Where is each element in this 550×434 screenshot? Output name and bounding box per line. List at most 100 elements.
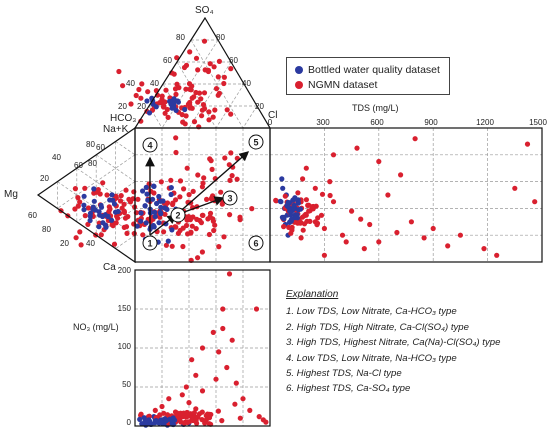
- tick-mg-60: 60: [28, 211, 37, 220]
- tds-point-ngmn: [457, 232, 463, 238]
- piper-point-ngmn: [215, 74, 221, 80]
- piper-point-bottled: [140, 188, 146, 194]
- piper-point-ngmn: [224, 107, 230, 113]
- piper-point-ngmn: [211, 64, 217, 70]
- piper-point-ngmn: [126, 196, 132, 202]
- tick-diamond-20: 20: [118, 102, 127, 111]
- tds-tick-300: 300: [316, 118, 330, 127]
- piper-point-bottled: [91, 198, 97, 204]
- piper-point-bottled: [151, 183, 157, 189]
- piper-point-bottled: [143, 184, 149, 190]
- piper-point-ngmn: [177, 194, 183, 200]
- no3-point-bottled: [146, 417, 152, 423]
- piper-point-ngmn: [98, 232, 104, 238]
- anion-apex-label: SO₄: [195, 5, 214, 16]
- no3-tick-100: 100: [118, 342, 132, 351]
- tds-tick-900: 900: [424, 118, 438, 127]
- tds-point-ngmn: [361, 246, 367, 252]
- piper-point-bottled: [142, 203, 148, 209]
- piper-point-ngmn: [195, 255, 201, 261]
- tds-point-ngmn: [314, 222, 320, 228]
- grid-line: [176, 61, 217, 129]
- tick-ca-40: 40: [86, 239, 95, 248]
- piper-point-ngmn: [95, 187, 101, 193]
- piper-point-ngmn: [204, 196, 210, 202]
- tds-tick-1500: 1500: [529, 118, 547, 127]
- piper-point-ngmn: [183, 86, 189, 92]
- no3-point-bottled: [163, 418, 169, 424]
- no3-point-ngmn: [210, 329, 216, 335]
- piper-point-ngmn: [121, 201, 127, 207]
- piper-point-ngmn: [77, 229, 83, 235]
- tds-point-ngmn: [318, 212, 325, 218]
- piper-point-ngmn: [172, 224, 178, 230]
- piper-point-ngmn: [173, 135, 179, 141]
- legend-marker-bottled: [295, 65, 303, 74]
- tick-so4-60: 60: [163, 56, 172, 65]
- piper-point-ngmn: [208, 158, 214, 164]
- tds-point-ngmn: [298, 235, 304, 241]
- explanation-panel: Explanation 1. Low TDS, Low Nitrate, Ca-…: [286, 287, 548, 397]
- no3-tick-0: 0: [127, 418, 132, 427]
- no3-tick-200: 200: [118, 266, 132, 275]
- tds-point-bottled: [279, 176, 285, 182]
- piper-point-ngmn: [216, 90, 222, 96]
- piper-point-ngmn: [135, 196, 141, 202]
- piper-point-ngmn: [131, 189, 137, 195]
- piper-point-bottled: [90, 204, 96, 210]
- no3-point-ngmn: [237, 415, 243, 421]
- piper-point-ngmn: [176, 85, 182, 91]
- piper-point-ngmn: [104, 192, 110, 198]
- legend-item-ngmn: NGMN dataset: [295, 77, 449, 92]
- tds-point-ngmn: [481, 246, 487, 252]
- no3-point-ngmn: [189, 357, 195, 363]
- grid-line: [115, 141, 136, 156]
- piper-point-bottled: [91, 186, 97, 192]
- piper-point-ngmn: [117, 198, 124, 204]
- piper-point-ngmn: [181, 186, 187, 192]
- piper-point-ngmn: [209, 166, 215, 172]
- piper-point-ngmn: [186, 192, 192, 198]
- grid-line: [242, 105, 258, 129]
- piper-point-ngmn: [187, 102, 193, 109]
- piper-point-ngmn: [78, 242, 84, 248]
- piper-point-ngmn: [91, 190, 97, 196]
- piper-point-ngmn: [198, 96, 204, 102]
- piper-point-ngmn: [185, 231, 191, 237]
- grid-line: [188, 61, 232, 129]
- piper-point-ngmn: [227, 212, 233, 218]
- piper-point-bottled: [143, 220, 149, 226]
- tds-point-ngmn: [321, 225, 327, 232]
- no3-point-ngmn: [240, 396, 246, 402]
- piper-point-bottled: [81, 207, 87, 213]
- piper-point-ngmn: [218, 189, 224, 195]
- piper-point-bottled: [98, 202, 104, 208]
- tds-point-ngmn: [312, 185, 318, 191]
- tds-point-ngmn: [412, 136, 418, 142]
- tick-hco3-60: 60: [229, 56, 238, 65]
- legend-label-ngmn: NGMN dataset: [308, 78, 378, 91]
- no3-axis-title: NO₃ (mg/L): [73, 322, 119, 332]
- piper-point-ngmn: [75, 195, 81, 201]
- no3-point-ngmn: [215, 408, 221, 414]
- piper-point-ngmn: [186, 81, 193, 87]
- piper-point-bottled: [169, 227, 175, 233]
- piper-point-ngmn: [165, 114, 171, 120]
- anion-left-label: HCO₃: [110, 113, 136, 124]
- no3-point-bottled: [160, 420, 166, 427]
- piper-point-ngmn: [195, 172, 201, 178]
- piper-point-ngmn: [138, 95, 144, 101]
- no3-point-ngmn: [183, 384, 189, 390]
- piper-point-ngmn: [100, 180, 106, 186]
- piper-point-ngmn: [122, 215, 129, 221]
- piper-point-ngmn: [180, 225, 186, 231]
- no3-point-ngmn: [226, 271, 233, 277]
- piper-point-bottled: [158, 204, 164, 210]
- tds-point-ngmn: [303, 211, 309, 217]
- piper-point-ngmn: [168, 177, 174, 183]
- piper-point-ngmn: [193, 55, 200, 61]
- piper-point-ngmn: [205, 67, 211, 73]
- tds-point-ngmn: [367, 221, 373, 228]
- piper-point-ngmn: [206, 109, 212, 115]
- piper-point-ngmn: [228, 66, 234, 72]
